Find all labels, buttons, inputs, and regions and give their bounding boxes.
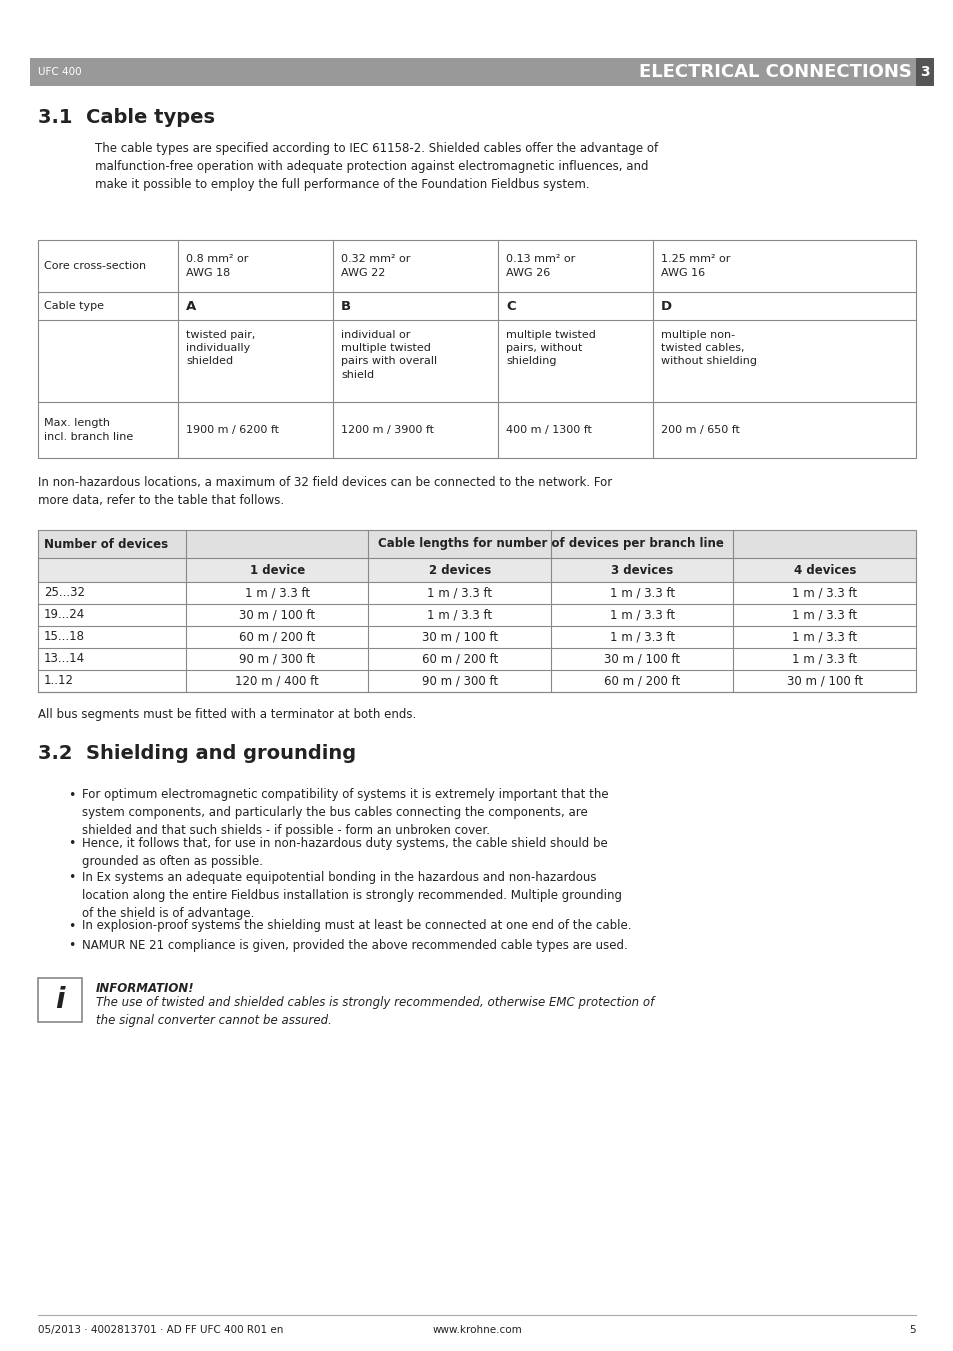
- Text: Hence, it follows that, for use in non-hazardous duty systems, the cable shield : Hence, it follows that, for use in non-h…: [82, 836, 607, 867]
- Text: •: •: [68, 838, 75, 851]
- Text: 60 m / 200 ft: 60 m / 200 ft: [421, 653, 497, 666]
- Bar: [915, 58, 933, 86]
- Text: 5: 5: [908, 1325, 915, 1335]
- Text: 1 m / 3.3 ft: 1 m / 3.3 ft: [791, 608, 857, 621]
- Text: 1 m / 3.3 ft: 1 m / 3.3 ft: [427, 608, 492, 621]
- Text: The use of twisted and shielded cables is strongly recommended, otherwise EMC pr: The use of twisted and shielded cables i…: [96, 996, 654, 1027]
- Text: 90 m / 300 ft: 90 m / 300 ft: [421, 674, 497, 688]
- Bar: [38, 558, 915, 582]
- Text: 1 m / 3.3 ft: 1 m / 3.3 ft: [609, 631, 674, 643]
- Text: 200 m / 650 ft: 200 m / 650 ft: [660, 426, 740, 435]
- Text: 19...24: 19...24: [44, 608, 85, 621]
- Text: multiple non-
twisted cables,
without shielding: multiple non- twisted cables, without sh…: [660, 330, 757, 366]
- Text: For optimum electromagnetic compatibility of systems it is extremely important t: For optimum electromagnetic compatibilit…: [82, 788, 608, 838]
- Text: 1 m / 3.3 ft: 1 m / 3.3 ft: [791, 586, 857, 600]
- Text: Cable type: Cable type: [44, 301, 104, 311]
- Text: 1..12: 1..12: [44, 674, 74, 688]
- Text: i: i: [55, 986, 65, 1015]
- Text: 4 devices: 4 devices: [793, 563, 855, 577]
- Text: 3.2  Shielding and grounding: 3.2 Shielding and grounding: [38, 744, 355, 763]
- Text: individual or
multiple twisted
pairs with overall
shield: individual or multiple twisted pairs wit…: [340, 330, 436, 380]
- Text: •: •: [68, 920, 75, 934]
- Bar: [30, 58, 915, 86]
- Text: 05/2013 · 4002813701 · AD FF UFC 400 R01 en: 05/2013 · 4002813701 · AD FF UFC 400 R01…: [38, 1325, 283, 1335]
- Text: 1 m / 3.3 ft: 1 m / 3.3 ft: [791, 653, 857, 666]
- Text: 0.32 mm² or
AWG 22: 0.32 mm² or AWG 22: [340, 254, 410, 277]
- Text: 120 m / 400 ft: 120 m / 400 ft: [235, 674, 319, 688]
- Text: www.krohne.com: www.krohne.com: [432, 1325, 521, 1335]
- Text: UFC 400: UFC 400: [38, 68, 82, 77]
- Text: 15...18: 15...18: [44, 631, 85, 643]
- Text: In non-hazardous locations, a maximum of 32 field devices can be connected to th: In non-hazardous locations, a maximum of…: [38, 476, 612, 507]
- Text: 1 m / 3.3 ft: 1 m / 3.3 ft: [244, 586, 310, 600]
- Text: C: C: [505, 300, 515, 312]
- Text: 30 m / 100 ft: 30 m / 100 ft: [603, 653, 679, 666]
- Text: Max. length
incl. branch line: Max. length incl. branch line: [44, 419, 133, 442]
- Text: twisted pair,
individually
shielded: twisted pair, individually shielded: [186, 330, 255, 366]
- Text: 3.1  Cable types: 3.1 Cable types: [38, 108, 214, 127]
- Text: 90 m / 300 ft: 90 m / 300 ft: [239, 653, 315, 666]
- Text: INFORMATION!: INFORMATION!: [96, 982, 194, 994]
- Text: Core cross-section: Core cross-section: [44, 261, 146, 272]
- Text: 60 m / 200 ft: 60 m / 200 ft: [603, 674, 679, 688]
- Text: •: •: [68, 789, 75, 802]
- Text: 3: 3: [920, 65, 929, 78]
- Text: 400 m / 1300 ft: 400 m / 1300 ft: [505, 426, 591, 435]
- Text: D: D: [660, 300, 672, 312]
- Text: 3 devices: 3 devices: [611, 563, 673, 577]
- Text: In explosion-proof systems the shielding must at least be connected at one end o: In explosion-proof systems the shielding…: [82, 919, 631, 932]
- Bar: [38, 530, 915, 692]
- Text: 13...14: 13...14: [44, 653, 85, 666]
- Text: Number of devices: Number of devices: [44, 538, 168, 550]
- Text: B: B: [340, 300, 351, 312]
- Text: 60 m / 200 ft: 60 m / 200 ft: [239, 631, 315, 643]
- Text: 1 m / 3.3 ft: 1 m / 3.3 ft: [609, 586, 674, 600]
- Text: 1 m / 3.3 ft: 1 m / 3.3 ft: [427, 586, 492, 600]
- Bar: [38, 530, 915, 558]
- Text: 1200 m / 3900 ft: 1200 m / 3900 ft: [340, 426, 434, 435]
- Text: In Ex systems an adequate equipotential bonding in the hazardous and non-hazardo: In Ex systems an adequate equipotential …: [82, 870, 621, 920]
- Text: 1.25 mm² or
AWG 16: 1.25 mm² or AWG 16: [660, 254, 730, 277]
- Text: 1 m / 3.3 ft: 1 m / 3.3 ft: [791, 631, 857, 643]
- Text: A: A: [186, 300, 196, 312]
- Text: 0.13 mm² or
AWG 26: 0.13 mm² or AWG 26: [505, 254, 575, 277]
- Text: The cable types are specified according to IEC 61158-2. Shielded cables offer th: The cable types are specified according …: [95, 142, 658, 190]
- Text: 1 device: 1 device: [250, 563, 305, 577]
- Text: •: •: [68, 871, 75, 885]
- Text: 1 m / 3.3 ft: 1 m / 3.3 ft: [609, 608, 674, 621]
- Text: ELECTRICAL CONNECTIONS: ELECTRICAL CONNECTIONS: [639, 63, 911, 81]
- Text: 1900 m / 6200 ft: 1900 m / 6200 ft: [186, 426, 278, 435]
- Bar: [38, 978, 82, 1021]
- Text: NAMUR NE 21 compliance is given, provided the above recommended cable types are : NAMUR NE 21 compliance is given, provide…: [82, 939, 627, 951]
- Text: All bus segments must be fitted with a terminator at both ends.: All bus segments must be fitted with a t…: [38, 708, 416, 721]
- Text: Cable lengths for number of devices per branch line: Cable lengths for number of devices per …: [377, 538, 723, 550]
- Bar: [38, 240, 915, 458]
- Text: 30 m / 100 ft: 30 m / 100 ft: [786, 674, 862, 688]
- Text: 25...32: 25...32: [44, 586, 85, 600]
- Text: •: •: [68, 939, 75, 952]
- Text: multiple twisted
pairs, without
shielding: multiple twisted pairs, without shieldin…: [505, 330, 596, 366]
- Text: 2 devices: 2 devices: [428, 563, 491, 577]
- Text: 0.8 mm² or
AWG 18: 0.8 mm² or AWG 18: [186, 254, 248, 277]
- Text: 30 m / 100 ft: 30 m / 100 ft: [421, 631, 497, 643]
- Text: 30 m / 100 ft: 30 m / 100 ft: [239, 608, 315, 621]
